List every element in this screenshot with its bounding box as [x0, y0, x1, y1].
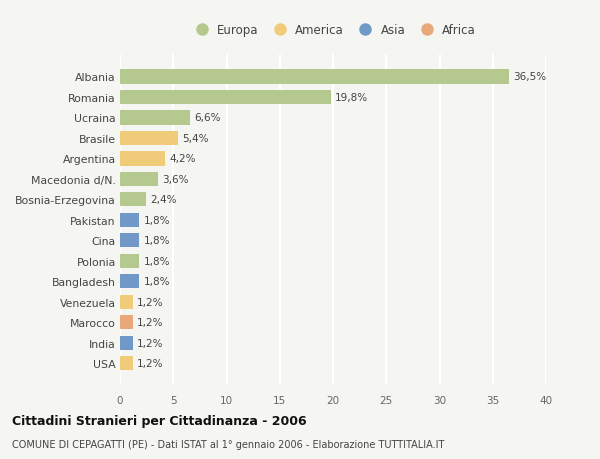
Text: 2,4%: 2,4%	[150, 195, 176, 205]
Bar	[120, 213, 139, 228]
Bar	[120, 315, 133, 330]
Text: 1,8%: 1,8%	[143, 236, 170, 246]
Bar	[120, 172, 158, 187]
Legend: Europa, America, Asia, Africa: Europa, America, Asia, Africa	[188, 21, 478, 39]
Text: 1,2%: 1,2%	[137, 358, 164, 369]
Text: 36,5%: 36,5%	[513, 72, 546, 82]
Bar	[120, 274, 139, 289]
Text: 1,8%: 1,8%	[143, 256, 170, 266]
Bar	[120, 70, 509, 84]
Bar	[120, 234, 139, 248]
Bar	[120, 193, 146, 207]
Text: 1,2%: 1,2%	[137, 338, 164, 348]
Text: COMUNE DI CEPAGATTI (PE) - Dati ISTAT al 1° gennaio 2006 - Elaborazione TUTTITAL: COMUNE DI CEPAGATTI (PE) - Dati ISTAT al…	[12, 440, 445, 449]
Bar	[120, 131, 178, 146]
Text: 4,2%: 4,2%	[169, 154, 196, 164]
Text: 6,6%: 6,6%	[194, 113, 221, 123]
Bar	[120, 295, 133, 309]
Text: 19,8%: 19,8%	[335, 93, 368, 103]
Text: 1,8%: 1,8%	[143, 215, 170, 225]
Text: 1,2%: 1,2%	[137, 297, 164, 307]
Text: 1,8%: 1,8%	[143, 277, 170, 286]
Bar	[120, 111, 190, 125]
Bar	[120, 336, 133, 350]
Text: 1,2%: 1,2%	[137, 318, 164, 328]
Text: Cittadini Stranieri per Cittadinanza - 2006: Cittadini Stranieri per Cittadinanza - 2…	[12, 414, 307, 428]
Bar	[120, 356, 133, 370]
Bar	[120, 254, 139, 269]
Bar	[120, 152, 165, 166]
Bar	[120, 90, 331, 105]
Text: 5,4%: 5,4%	[182, 134, 208, 144]
Text: 3,6%: 3,6%	[163, 174, 189, 185]
